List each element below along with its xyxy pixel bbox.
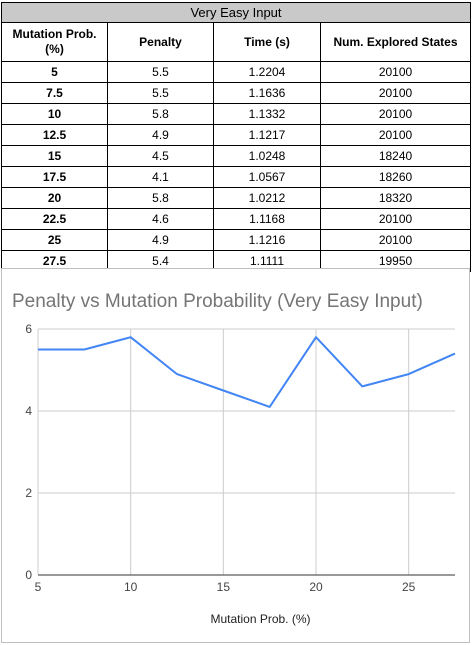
table-row: 17.5 4.1 1.0567 18260 [1, 166, 471, 188]
cell-explored-states: 20100 [320, 103, 471, 125]
cell-time: 1.1168 [213, 208, 321, 230]
y-tick-label: 2 [25, 486, 32, 500]
cell-penalty: 4.9 [107, 124, 214, 146]
cell-time: 1.2204 [213, 61, 321, 83]
cell-mutation-prob: 7.5 [1, 82, 108, 104]
cell-mutation-prob: 5 [1, 61, 108, 83]
cell-time: 1.1636 [213, 82, 321, 104]
x-tick-label: 15 [217, 580, 231, 594]
chart-title: Penalty vs Mutation Probability (Very Ea… [12, 291, 423, 312]
x-tick-label: 10 [124, 580, 138, 594]
cell-explored-states: 20100 [320, 61, 471, 83]
cell-explored-states: 18320 [320, 187, 471, 209]
table-header-row: Mutation Prob. (%) Penalty Time (s) Num.… [1, 22, 471, 62]
x-axis-label: Mutation Prob. (%) [210, 612, 310, 626]
cell-time: 1.1216 [213, 229, 321, 251]
cell-mutation-prob: 25 [1, 229, 108, 251]
cell-time: 1.1332 [213, 103, 321, 125]
cell-mutation-prob: 20 [1, 187, 108, 209]
cell-penalty: 5.5 [107, 61, 214, 83]
table-title: Very Easy Input [1, 2, 471, 23]
x-tick-label: 20 [309, 580, 323, 594]
table-row: 5 5.5 1.2204 20100 [1, 61, 471, 83]
header-penalty: Penalty [107, 22, 214, 62]
results-table: Very Easy Input Mutation Prob. (%) Penal… [1, 2, 471, 272]
header-mutation-prob: Mutation Prob. (%) [1, 22, 108, 62]
cell-penalty: 4.9 [107, 229, 214, 251]
table-row: 25 4.9 1.1216 20100 [1, 229, 471, 251]
cell-time: 1.0212 [213, 187, 321, 209]
cell-explored-states: 18240 [320, 145, 471, 167]
cell-explored-states: 20100 [320, 82, 471, 104]
line-chart: Penalty vs Mutation Probability (Very Ea… [1, 268, 470, 643]
y-tick-label: 6 [25, 322, 32, 336]
header-explored-states: Num. Explored States [320, 22, 471, 62]
cell-penalty: 4.5 [107, 145, 214, 167]
x-tick-label: 25 [402, 580, 416, 594]
cell-penalty: 5.5 [107, 82, 214, 104]
table-row: 22.5 4.6 1.1168 20100 [1, 208, 471, 230]
cell-mutation-prob: 17.5 [1, 166, 108, 188]
header-time: Time (s) [213, 22, 321, 62]
cell-mutation-prob: 10 [1, 103, 108, 125]
cell-time: 1.0248 [213, 145, 321, 167]
x-tick-label: 5 [35, 580, 42, 594]
cell-time: 1.1217 [213, 124, 321, 146]
table-row: 10 5.8 1.1332 20100 [1, 103, 471, 125]
cell-penalty: 4.1 [107, 166, 214, 188]
cell-penalty: 4.6 [107, 208, 214, 230]
cell-time: 1.0567 [213, 166, 321, 188]
chart-svg: Penalty vs Mutation Probability (Very Ea… [12, 291, 456, 626]
table-row: 7.5 5.5 1.1636 20100 [1, 82, 471, 104]
table-row: 12.5 4.9 1.1217 20100 [1, 124, 471, 146]
cell-mutation-prob: 15 [1, 145, 108, 167]
series-line [38, 336, 456, 408]
cell-penalty: 5.8 [107, 103, 214, 125]
table-row: 15 4.5 1.0248 18240 [1, 145, 471, 167]
cell-mutation-prob: 22.5 [1, 208, 108, 230]
y-tick-label: 0 [25, 568, 32, 582]
cell-explored-states: 20100 [320, 229, 471, 251]
cell-mutation-prob: 12.5 [1, 124, 108, 146]
cell-explored-states: 18260 [320, 166, 471, 188]
table-title-row: Very Easy Input [1, 2, 471, 23]
cell-explored-states: 20100 [320, 124, 471, 146]
table-row: 20 5.8 1.0212 18320 [1, 187, 471, 209]
y-tick-label: 4 [25, 404, 32, 418]
cell-explored-states: 20100 [320, 208, 471, 230]
cell-penalty: 5.8 [107, 187, 214, 209]
